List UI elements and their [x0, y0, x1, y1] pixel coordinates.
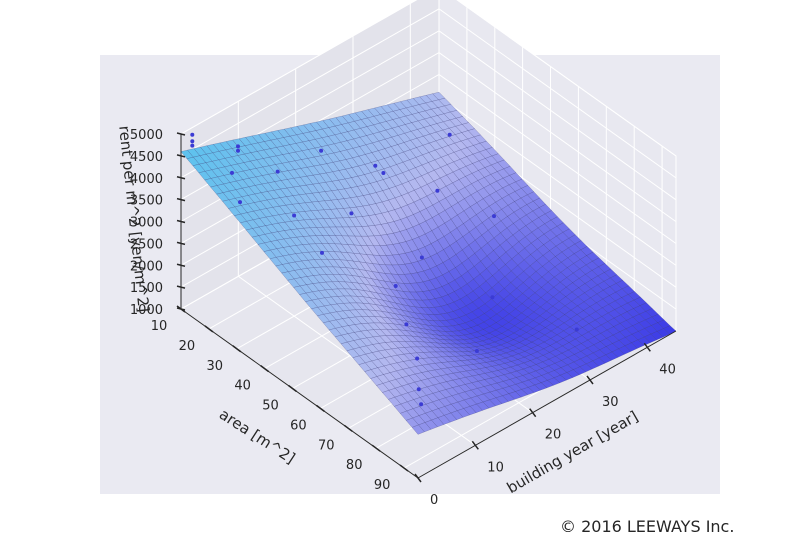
- surface-cell: [411, 424, 425, 435]
- z-tick: [176, 197, 186, 202]
- sample-point: [236, 144, 240, 149]
- z-tick-label: 2000: [130, 259, 163, 274]
- z-tick: [176, 132, 186, 136]
- x-tick: [643, 342, 651, 352]
- z-gridline: [180, 0, 677, 157]
- sample-point: [319, 148, 324, 153]
- sample-point: [190, 143, 195, 148]
- sample-point: [474, 349, 479, 353]
- copyright-text: © 2016 LEEWAYS Inc.: [560, 517, 735, 536]
- z-tick: [176, 154, 186, 158]
- x-tick-label: 0: [430, 493, 438, 508]
- y-tick: [371, 444, 381, 452]
- y-tick: [315, 404, 325, 413]
- x-tick: [529, 408, 537, 418]
- z-tick-label: 5000: [130, 128, 163, 143]
- y-tick-label: 40: [234, 379, 251, 394]
- sample-point: [275, 169, 280, 174]
- z-tick-label: 4000: [130, 172, 163, 187]
- z-tick-label: 2500: [130, 237, 163, 252]
- z-tick-label: 4500: [130, 150, 163, 165]
- axis-lines: [176, 132, 677, 483]
- y-tick-label: 80: [346, 458, 363, 473]
- x-tick-label: 20: [545, 428, 562, 443]
- x-tick-label: 40: [659, 362, 676, 377]
- y-tick-label: 10: [151, 319, 168, 334]
- surface-mesh: [180, 92, 677, 435]
- sample-point: [492, 214, 496, 219]
- y-tick-label: 20: [179, 339, 196, 354]
- tick-labels: 0 10 20 30 40 10 20 30 40 50 60 70 80 90 1000 1500 2000 2…: [130, 128, 676, 508]
- z-tick: [176, 263, 186, 267]
- x-tick: [586, 375, 594, 385]
- sample-point: [381, 171, 386, 175]
- z-tick-label: 1500: [130, 281, 163, 296]
- y-tick: [204, 325, 214, 333]
- sample-point: [416, 387, 421, 392]
- z-tick-label: 3000: [130, 216, 163, 231]
- x-tick-label: 10: [487, 460, 504, 475]
- sample-point: [415, 356, 420, 361]
- sample-point: [404, 322, 409, 327]
- sample-point: [419, 402, 424, 407]
- sample-point: [373, 163, 378, 168]
- sample-point: [349, 211, 354, 216]
- sample-point: [490, 295, 495, 300]
- sample-point: [574, 327, 579, 332]
- y-tick: [288, 384, 297, 393]
- sample-point: [292, 213, 297, 218]
- y-tick-label: 90: [374, 478, 391, 493]
- sample-points: [190, 132, 579, 407]
- y-tick-label: 30: [207, 359, 224, 374]
- y-tick: [260, 365, 270, 373]
- sample-point: [236, 148, 240, 153]
- y-tick-label: 70: [318, 438, 335, 453]
- z-tick: [176, 219, 186, 224]
- z-tick: [176, 285, 186, 289]
- z-tick: [176, 176, 186, 180]
- sample-point: [447, 132, 452, 137]
- z-tick-label: 3500: [130, 194, 163, 209]
- y-tick: [399, 464, 409, 472]
- y-tick-label: 50: [262, 399, 279, 414]
- y-tick: [343, 424, 353, 432]
- sample-point: [435, 188, 440, 193]
- sample-point: [190, 132, 195, 137]
- x-tick-label: 30: [602, 395, 619, 410]
- z-tick: [176, 241, 186, 246]
- x-axis-line: [417, 330, 677, 479]
- sample-point: [190, 139, 195, 144]
- sample-point: [320, 250, 324, 255]
- z-tick-label: 1000: [130, 303, 163, 318]
- sample-point: [238, 200, 242, 205]
- sample-point: [230, 170, 234, 175]
- sample-point: [419, 255, 424, 260]
- z-tick: [176, 307, 186, 311]
- x-tick: [471, 440, 479, 450]
- y-tick-label: 60: [290, 418, 307, 433]
- y-tick: [232, 345, 242, 353]
- sample-point: [393, 284, 398, 288]
